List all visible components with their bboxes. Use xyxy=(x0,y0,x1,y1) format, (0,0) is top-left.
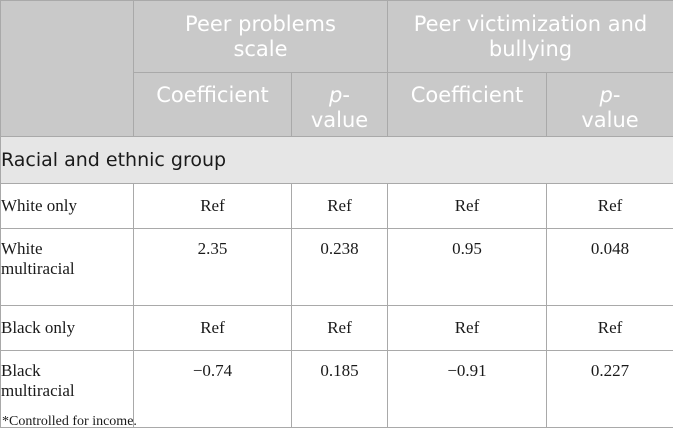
cell-coefficient-2: Ref xyxy=(387,183,547,229)
cell-pvalue-1: 0.238 xyxy=(291,228,388,306)
table-row: White multiracial 2.35 0.238 0.95 0.048 xyxy=(0,228,673,306)
cell-coefficient-1: Ref xyxy=(133,305,292,351)
table-row: White only Ref Ref Ref Ref xyxy=(0,183,673,229)
table-row: Black only Ref Ref Ref Ref xyxy=(0,305,673,351)
p-dash: - xyxy=(612,83,621,107)
subheader-coefficient-2: Coefficient xyxy=(387,72,547,137)
col-group-peer-victimization: Peer victimization and bullying xyxy=(386,0,673,73)
row-label-line1: White xyxy=(1,239,43,258)
row-label: White multiracial xyxy=(0,228,134,306)
cell-pvalue-1: Ref xyxy=(291,183,388,229)
corner-header-cell xyxy=(0,0,134,137)
subheader-pvalue-2: p- value xyxy=(545,72,673,137)
p-value-word: value xyxy=(310,108,369,132)
section-label-racial-ethnic: Racial and ethnic group xyxy=(0,136,673,184)
table-footnote: *Controlled for income. xyxy=(2,414,137,429)
cell-pvalue-2: 0.227 xyxy=(545,350,673,428)
cell-pvalue-1: Ref xyxy=(291,305,388,351)
row-label: White only xyxy=(0,183,134,229)
row-label: Black only xyxy=(0,305,134,351)
cell-coefficient-2: −0.91 xyxy=(387,350,547,428)
col-group-peer-problems: Peer problems scale xyxy=(133,0,388,73)
cell-pvalue-2: 0.048 xyxy=(545,228,673,306)
cell-coefficient-2: 0.95 xyxy=(387,228,547,306)
cell-coefficient-1: Ref xyxy=(133,183,292,229)
table-row: Black multiracial −0.74 0.185 −0.91 0.22… xyxy=(0,350,673,428)
cell-pvalue-1: 0.185 xyxy=(291,350,388,428)
subheader-coefficient-1: Coefficient xyxy=(133,72,292,137)
row-label: Black multiracial xyxy=(0,350,134,428)
p-value-word: value xyxy=(581,108,639,132)
p-italic: p xyxy=(329,83,343,107)
subheader-pvalue-1: p- value xyxy=(291,72,388,137)
cell-pvalue-2: Ref xyxy=(545,305,673,351)
row-label-line2: multiracial xyxy=(1,381,75,400)
row-label-line2: multiracial xyxy=(1,259,75,278)
cell-coefficient-1: 2.35 xyxy=(133,228,292,306)
cell-pvalue-2: Ref xyxy=(545,183,673,229)
p-dash: - xyxy=(342,83,350,107)
cell-coefficient-1: −0.74 xyxy=(133,350,292,428)
row-label-line1: Black xyxy=(1,361,41,380)
p-italic: p xyxy=(599,83,613,107)
cell-coefficient-2: Ref xyxy=(387,305,547,351)
